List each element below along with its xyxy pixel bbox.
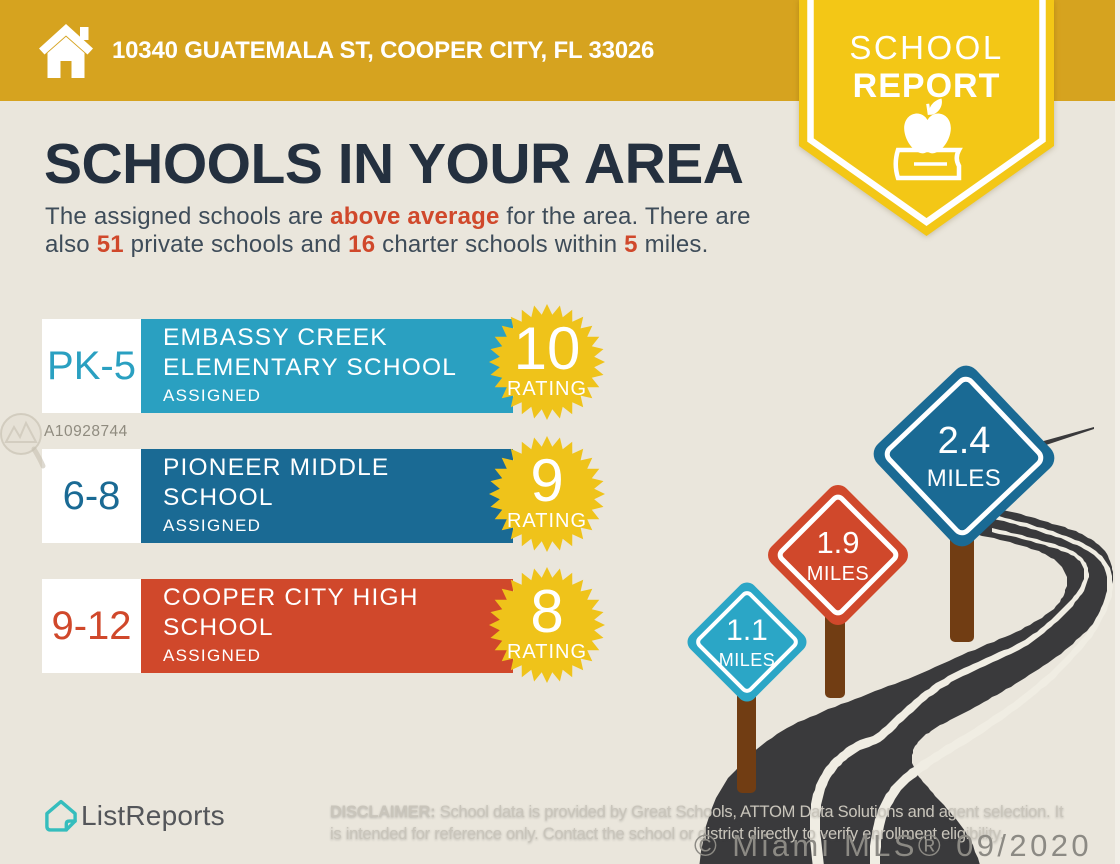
starburst-icon (489, 436, 605, 552)
school-bar: PIONEER MIDDLE SCHOOL ASSIGNED (141, 449, 513, 543)
assigned-label: ASSIGNED (163, 386, 262, 405)
distance-sign-3: 2.4 MILES (867, 359, 1061, 553)
intro-line1: The assigned schools are above average f… (45, 203, 751, 230)
highlight-above-average: above average (330, 203, 500, 230)
apple-icon (904, 98, 951, 154)
rating-value: 8 (530, 577, 564, 645)
sign-distance: 1.1 (726, 613, 768, 647)
road-body (699, 498, 1113, 864)
disclaimer-line2: is intended for reference only. Contact … (330, 825, 1004, 843)
highlight-miles: 5 (624, 231, 638, 258)
school-card-elementary: PK-5 EMBASSY CREEK ELEMENTARY SCHOOL ASSI… (42, 319, 513, 413)
intro-text: The assigned schools are above average f… (45, 203, 751, 259)
road-horizon (1040, 427, 1094, 447)
school-name: PIONEER MIDDLE SCHOOL (163, 454, 390, 511)
rating-label: RATING (506, 377, 588, 400)
book-icon (893, 147, 963, 181)
school-bar: EMBASSY CREEK ELEMENTARY SCHOOL ASSIGNED (141, 319, 513, 413)
house-icon (39, 24, 93, 78)
page-title: SCHOOLS IN YOUR AREA (44, 132, 744, 196)
school-bar: COOPER CITY HIGH SCHOOL ASSIGNED (141, 579, 513, 673)
ribbon-border (807, 0, 1046, 226)
assigned-label: ASSIGNED (163, 516, 262, 535)
rating-label: RATING (506, 640, 588, 663)
ribbon-line2: REPORT (852, 67, 1001, 105)
rating-label: RATING (506, 509, 588, 532)
grade-range: PK-5 (47, 343, 136, 388)
rating-badge-elementary: 10 RATING (487, 302, 607, 422)
rating-badge-high: 8 RATING (487, 565, 607, 685)
starburst-icon (489, 304, 605, 420)
grade-range-box: 6-8 (42, 449, 141, 543)
mls-watermark-logo (0, 413, 46, 469)
rating-value: 10 (513, 314, 581, 382)
sign-unit: MILES (926, 464, 1002, 492)
sign-distance: 1.9 (816, 524, 860, 560)
ribbon-line1: SCHOOL (849, 29, 1004, 66)
sign-unit: MILES (806, 562, 870, 585)
property-address: 10340 GUATEMALA ST, COOPER CITY, FL 3302… (112, 36, 655, 64)
brand-name: ListReports (81, 800, 225, 831)
right-edge-strip (1115, 0, 1120, 864)
school-card-high: 9-12 COOPER CITY HIGH SCHOOL ASSIGNED (42, 579, 513, 673)
sign-unit: MILES (718, 649, 776, 670)
school-card-middle: 6-8 PIONEER MIDDLE SCHOOL ASSIGNED (42, 449, 513, 543)
highlight-private-count: 51 (96, 231, 124, 258)
sign-label: 1.9 MILES (785, 502, 891, 608)
highlight-charter-count: 16 (348, 231, 376, 258)
school-report-ribbon: SCHOOL REPORT (799, 0, 1054, 238)
disclaimer-text: DISCLAIMER: School data is provided by G… (330, 801, 1064, 845)
sign-label: 2.4 MILES (896, 388, 1032, 524)
listreports-logo: ListReports (44, 799, 225, 833)
sign-label: 1.1 MILES (702, 597, 792, 687)
grade-range: 9-12 (51, 603, 132, 648)
school-name: COOPER CITY HIGH SCHOOL (163, 584, 419, 641)
disclaimer-line1: DISCLAIMER: School data is provided by G… (330, 803, 1064, 821)
listreports-icon (45, 799, 77, 832)
grade-range-box: 9-12 (42, 579, 141, 673)
rating-badge-middle: 9 RATING (487, 434, 607, 554)
mls-watermark-text: © Miami MLS® 09/2020 (694, 828, 1092, 863)
grade-range-box: PK-5 (42, 319, 141, 413)
sign-distance: 2.4 (937, 419, 991, 462)
intro-line2: also 51 private schools and 16 charter s… (45, 231, 709, 258)
distance-sign-2: 1.9 MILES (763, 480, 913, 630)
school-name: EMBASSY CREEK ELEMENTARY SCHOOL (163, 324, 458, 381)
starburst-icon (489, 567, 605, 683)
rating-value: 9 (530, 446, 564, 514)
listing-id-watermark: A10928744 (44, 423, 128, 440)
grade-range: 6-8 (62, 473, 121, 518)
assigned-label: ASSIGNED (163, 646, 262, 665)
